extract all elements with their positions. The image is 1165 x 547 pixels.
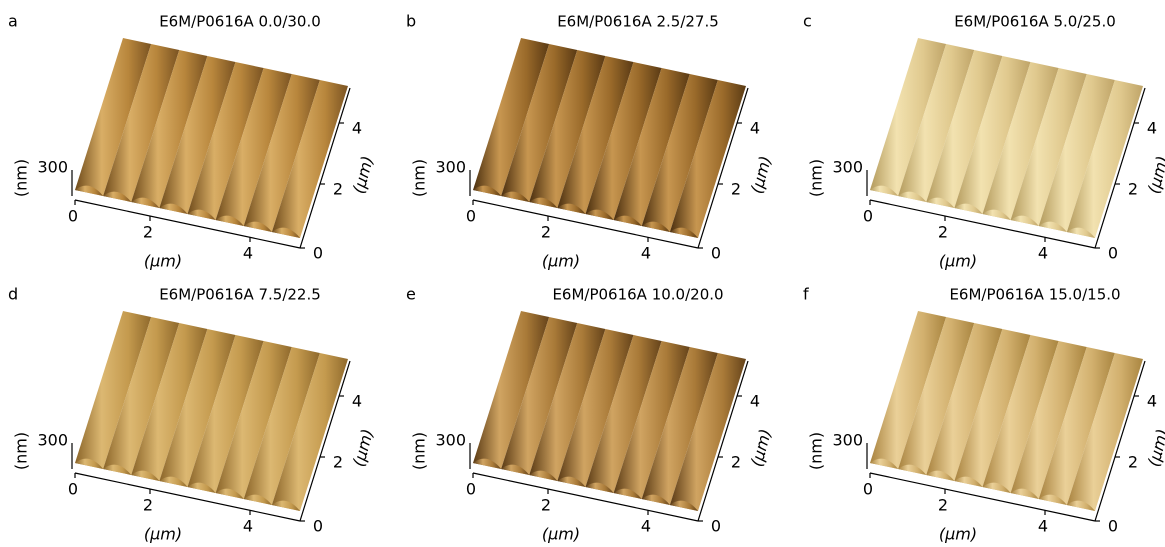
y-axis-label: (μm) bbox=[1144, 427, 1165, 469]
z-axis-label: (nm) bbox=[807, 159, 826, 197]
panel-letter: a bbox=[8, 12, 18, 31]
x-tick-label: 0 bbox=[863, 480, 873, 499]
panel: c E6M/P0616A 5.0/25.0 0 2 4 (μm) 0 2 4 (μm) 300 (nm… bbox=[803, 12, 1165, 271]
x-tick-label: 4 bbox=[243, 517, 253, 536]
panel: f E6M/P0616A 15.0/15.0 0 2 4 (μm) 0 2 4 (μm) 300 (n… bbox=[803, 285, 1165, 544]
x-axis-label: (μm) bbox=[542, 252, 580, 271]
z-tick-label: 300 bbox=[832, 431, 863, 450]
panel: b E6M/P0616A 2.5/27.5 0 2 4 (μm) 0 2 4 (μm) 300 (nm… bbox=[406, 12, 775, 271]
panel: e E6M/P0616A 10.0/20.0 0 2 4 (μm) 0 2 4 (μm) 300 (n… bbox=[406, 285, 775, 544]
x-tick-label: 2 bbox=[143, 496, 153, 515]
panel-letter: c bbox=[803, 12, 812, 31]
x-tick-label: 0 bbox=[68, 207, 78, 226]
z-axis-label: (nm) bbox=[410, 159, 429, 197]
z-tick-label: 300 bbox=[435, 431, 466, 450]
y-tick-label: 0 bbox=[1108, 244, 1118, 263]
y-tick-label: 4 bbox=[750, 392, 760, 411]
y-tick-label: 2 bbox=[1128, 453, 1138, 472]
panel: a E6M/P0616A 0.0/30.0 0 2 4 (μm) 0 2 4 (μm) 300 (nm… bbox=[8, 12, 377, 271]
y-tick-label: 2 bbox=[731, 180, 741, 199]
x-tick-label: 2 bbox=[143, 223, 153, 242]
x-axis-label: (μm) bbox=[542, 525, 580, 544]
panel-title: E6M/P0616A 5.0/25.0 bbox=[954, 13, 1116, 31]
panel-title: E6M/P0616A 10.0/20.0 bbox=[552, 286, 723, 304]
x-tick-label: 4 bbox=[641, 244, 651, 263]
panel-title: E6M/P0616A 2.5/27.5 bbox=[557, 13, 719, 31]
x-axis-label: (μm) bbox=[144, 252, 182, 271]
x-tick-label: 4 bbox=[243, 244, 253, 263]
x-tick-label: 0 bbox=[466, 480, 476, 499]
panel-title: E6M/P0616A 0.0/30.0 bbox=[159, 13, 321, 31]
x-tick-label: 4 bbox=[1038, 244, 1048, 263]
y-tick-label: 4 bbox=[750, 119, 760, 138]
y-axis-label: (μm) bbox=[747, 154, 775, 196]
panel-title: E6M/P0616A 15.0/15.0 bbox=[949, 286, 1120, 304]
y-tick-label: 0 bbox=[313, 517, 323, 536]
x-axis-label: (μm) bbox=[939, 252, 977, 271]
y-tick-label: 4 bbox=[352, 119, 362, 138]
x-axis-label: (μm) bbox=[144, 525, 182, 544]
panel-title: E6M/P0616A 7.5/22.5 bbox=[159, 286, 321, 304]
y-tick-label: 4 bbox=[1147, 392, 1157, 411]
x-tick-label: 4 bbox=[1038, 517, 1048, 536]
z-tick-label: 300 bbox=[37, 431, 68, 450]
y-tick-label: 2 bbox=[731, 453, 741, 472]
x-tick-label: 2 bbox=[541, 496, 551, 515]
y-tick-label: 2 bbox=[333, 453, 343, 472]
x-axis-label: (μm) bbox=[939, 525, 977, 544]
x-tick-label: 2 bbox=[938, 496, 948, 515]
x-tick-label: 0 bbox=[466, 207, 476, 226]
y-tick-label: 2 bbox=[333, 180, 343, 199]
z-axis-label: (nm) bbox=[12, 159, 31, 197]
x-tick-label: 0 bbox=[68, 480, 78, 499]
y-tick-label: 0 bbox=[1108, 517, 1118, 536]
panel-letter: f bbox=[803, 285, 809, 304]
panel: d E6M/P0616A 7.5/22.5 0 2 4 (μm) 0 2 4 (μm) 300 (nm… bbox=[8, 285, 377, 544]
y-axis-label: (μm) bbox=[349, 427, 377, 469]
y-tick-label: 4 bbox=[352, 392, 362, 411]
z-tick-label: 300 bbox=[37, 158, 68, 177]
panel-letter: b bbox=[406, 12, 416, 31]
figure: a E6M/P0616A 0.0/30.0 0 2 4 (μm) 0 2 4 (μm) 300 (nm… bbox=[0, 0, 1165, 547]
y-axis-label: (μm) bbox=[349, 154, 377, 196]
y-tick-label: 2 bbox=[1128, 180, 1138, 199]
x-tick-label: 4 bbox=[641, 517, 651, 536]
z-axis-label: (nm) bbox=[12, 432, 31, 470]
y-tick-label: 4 bbox=[1147, 119, 1157, 138]
x-tick-label: 2 bbox=[938, 223, 948, 242]
y-axis-label: (μm) bbox=[1144, 154, 1165, 196]
panel-letter: d bbox=[8, 285, 18, 304]
panel-letter: e bbox=[406, 285, 416, 304]
z-axis-label: (nm) bbox=[807, 432, 826, 470]
x-tick-label: 2 bbox=[541, 223, 551, 242]
z-tick-label: 300 bbox=[435, 158, 466, 177]
y-tick-label: 0 bbox=[711, 244, 721, 263]
y-tick-label: 0 bbox=[313, 244, 323, 263]
y-tick-label: 0 bbox=[711, 517, 721, 536]
y-axis-label: (μm) bbox=[747, 427, 775, 469]
z-tick-label: 300 bbox=[832, 158, 863, 177]
x-tick-label: 0 bbox=[863, 207, 873, 226]
z-axis-label: (nm) bbox=[410, 432, 429, 470]
